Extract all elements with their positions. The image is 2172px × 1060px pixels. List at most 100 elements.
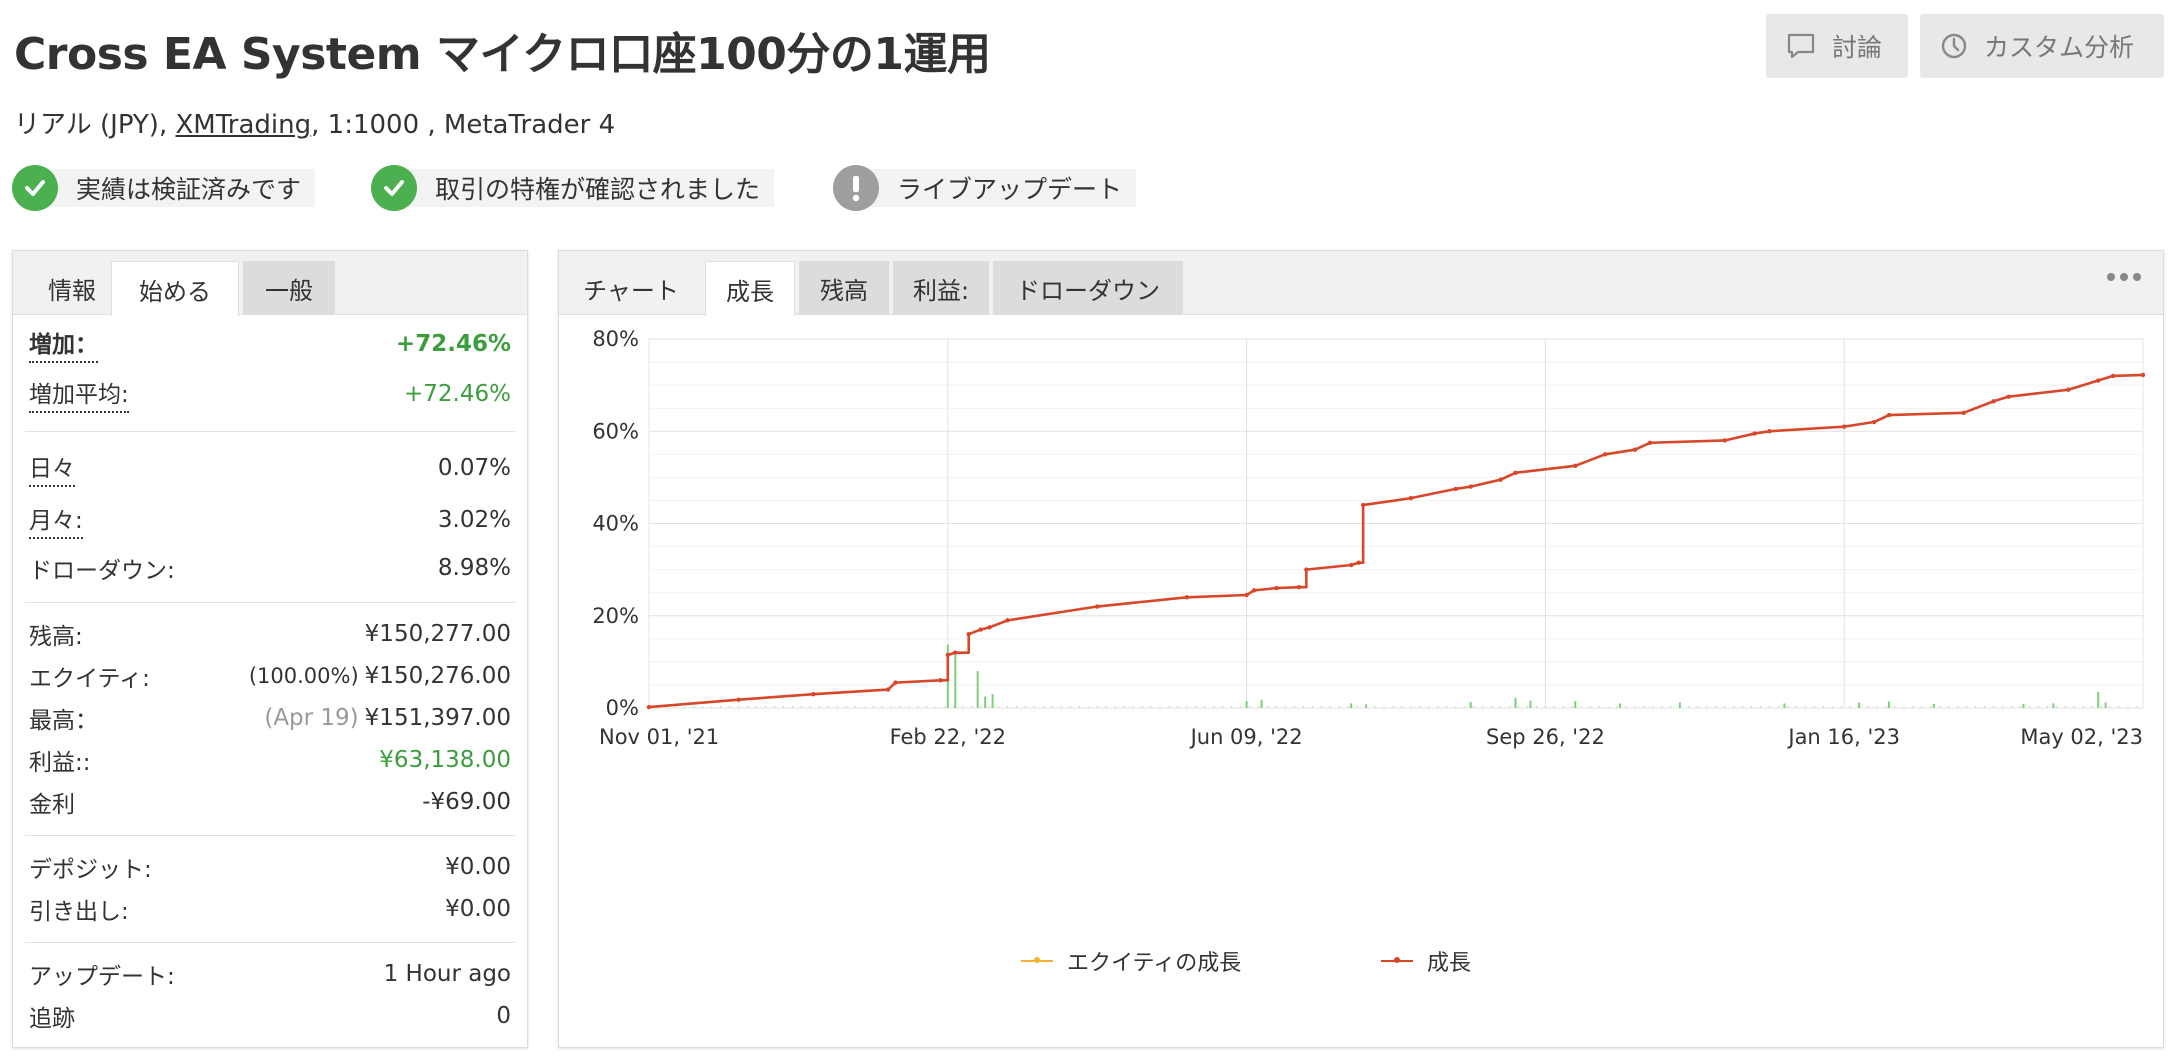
stat-value: 3.02%: [437, 507, 511, 533]
growth-point: [893, 680, 898, 685]
stat-label: 残高:: [29, 624, 83, 650]
growth-point: [1244, 592, 1249, 598]
tab-profit[interactable]: 利益:: [893, 261, 989, 315]
badge-live-update: ライブアップデート: [833, 165, 1137, 211]
stat-value: +72.46%: [395, 331, 511, 357]
growth-point: [1991, 399, 1996, 404]
stat-value: ¥150,277.00: [364, 621, 511, 647]
y-tick-label: 60%: [592, 419, 639, 443]
y-tick-label: 0%: [606, 696, 639, 720]
check-circle-icon: [371, 165, 417, 211]
growth-point: [1184, 595, 1190, 600]
stat-value: 8.98%: [437, 555, 511, 581]
page-title: Cross EA System マイクロ口座100分の1運用: [14, 29, 991, 80]
tab-general[interactable]: 一般: [243, 261, 335, 315]
stat-value: 0.07%: [437, 455, 511, 481]
stat-value: (100.00%) ¥150,276.00: [249, 663, 511, 689]
stats-list: 増加： +72.46% 増加平均: +72.46% 日々 0.07% 月々: 3…: [13, 319, 527, 1037]
growth-point: [2006, 394, 2011, 399]
stat-updated: アップデート: 1 Hour ago: [29, 953, 511, 995]
equity-amount: ¥150,276.00: [364, 663, 511, 689]
stat-label: 最高：: [29, 708, 98, 734]
legend-swatch-growth: [1381, 957, 1413, 963]
x-tick-label: May 02, '23: [2020, 725, 2143, 749]
stat-value: ¥0.00: [445, 854, 511, 880]
growth-point: [1251, 588, 1257, 593]
x-tick-label: Sep 26, '22: [1486, 725, 1605, 749]
tab-getting-started[interactable]: 始める: [111, 261, 239, 316]
growth-point: [1408, 495, 1414, 501]
legend-growth[interactable]: 成長: [1381, 945, 1471, 977]
growth-point: [1647, 440, 1653, 445]
growth-point: [1348, 562, 1354, 568]
chart-panel: チャート 成長 残高 利益: ドローダウン 0% 20% 40% 60% 80% Nov …: [558, 250, 2164, 1048]
account-subtitle: リアル (JPY), XMTrading, 1:1000 , MetaTrade…: [14, 104, 615, 141]
growth-point: [1095, 604, 1100, 609]
growth-point: [811, 691, 816, 697]
stat-label: 増加：: [29, 325, 98, 363]
highest-amount: ¥151,397.00: [364, 705, 511, 731]
growth-point: [1842, 424, 1847, 429]
stat-value: -¥69.00: [422, 789, 511, 815]
comment-icon: [1787, 33, 1815, 59]
growth-point: [987, 625, 992, 630]
legend-equity-growth[interactable]: エクイティの成長: [1021, 945, 1241, 977]
stat-value: (Apr 19) ¥151,397.00: [264, 705, 511, 731]
growth-point: [1005, 618, 1010, 623]
tab-chart[interactable]: チャート: [583, 276, 679, 305]
more-options-icon[interactable]: [2107, 273, 2141, 281]
legend-label: 成長: [1427, 951, 1472, 976]
stat-label: アップデート:: [29, 964, 175, 990]
highest-date: (Apr 19): [264, 705, 359, 731]
stat-equity: エクイティ: (100.00%) ¥150,276.00: [29, 655, 511, 697]
stat-tracking: 追跡 0: [29, 995, 511, 1037]
growth-point: [1767, 429, 1772, 434]
divider: [25, 431, 515, 432]
stat-highest: 最高： (Apr 19) ¥151,397.00: [29, 697, 511, 739]
tab-growth[interactable]: 成長: [705, 261, 795, 316]
divider: [25, 835, 515, 836]
growth-chart: 0% 20% 40% 60% 80% Nov 01, '21 Feb 22, '22 Jun …: [592, 327, 2146, 749]
stat-label: 金利: [29, 792, 75, 818]
growth-point: [1296, 584, 1302, 590]
growth-point: [1961, 410, 1966, 415]
x-tick-label: Jan 16, '23: [1786, 725, 1900, 749]
growth-point: [2066, 387, 2071, 392]
tab-balance[interactable]: 残高: [799, 261, 889, 315]
account-type: リアル (JPY),: [14, 110, 176, 140]
growth-point: [1602, 452, 1608, 457]
custom-analysis-button[interactable]: カスタム分析: [1920, 14, 2164, 78]
legend-swatch-equity: [1021, 957, 1053, 963]
badge-track-record-verified: 実績は検証済みです: [12, 165, 316, 211]
growth-point: [1573, 463, 1578, 469]
stat-drawdown: ドローダウン: 8.98%: [29, 546, 511, 590]
stat-label: 追跡: [29, 1006, 75, 1032]
growth-point: [1722, 438, 1727, 443]
growth-point: [1498, 477, 1503, 482]
stat-value: ¥0.00: [445, 896, 511, 922]
growth-point: [2140, 372, 2146, 378]
growth-point: [1513, 470, 1518, 475]
y-tick-label: 80%: [592, 327, 639, 351]
growth-point: [953, 650, 958, 655]
growth-point: [1632, 447, 1638, 452]
stats-tabs: 情報 始める 一般: [13, 251, 527, 316]
discuss-label: 討論: [1832, 33, 1883, 62]
discuss-button[interactable]: 討論: [1766, 14, 1908, 78]
x-tick-label: Jun 09, '22: [1189, 725, 1303, 749]
tab-info[interactable]: 情報: [48, 276, 96, 305]
stat-deposits: デポジット: ¥0.00: [29, 846, 511, 888]
growth-point: [1274, 585, 1279, 591]
broker-link[interactable]: XMTrading: [175, 110, 312, 140]
growth-point: [945, 652, 950, 658]
tab-drawdown[interactable]: ドローダウン: [993, 261, 1183, 315]
x-tick-label: Feb 22, '22: [890, 725, 1006, 749]
growth-point: [2095, 378, 2101, 383]
y-tick-label: 20%: [592, 604, 639, 628]
growth-point: [938, 678, 943, 683]
clock-icon: [1941, 33, 1967, 59]
stat-label: 月々:: [29, 501, 83, 539]
growth-point: [2110, 373, 2116, 379]
growth-point: [978, 627, 983, 632]
stat-value: 1 Hour ago: [383, 961, 511, 987]
